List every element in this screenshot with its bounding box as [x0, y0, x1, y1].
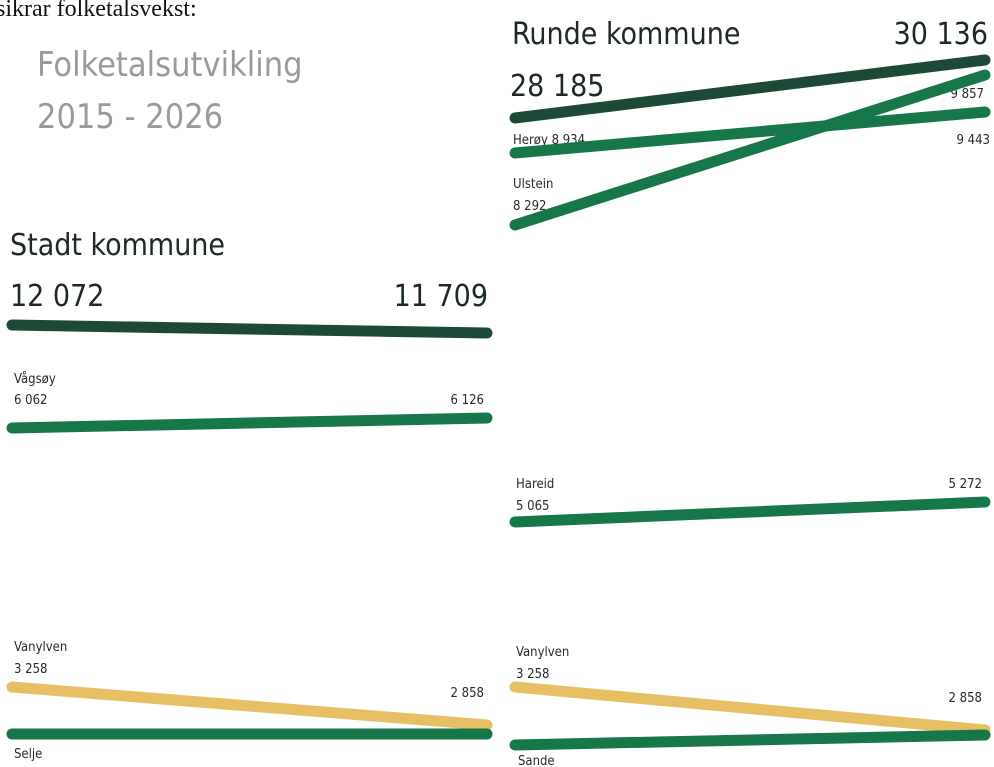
title: Stadt kommune	[10, 228, 225, 263]
value: 9 857	[951, 87, 984, 102]
heading: Folketalsutvikling	[37, 45, 303, 85]
label: Selje	[14, 747, 42, 762]
line	[6, 681, 493, 731]
value: 9 443	[957, 133, 990, 148]
line	[509, 69, 991, 231]
intro: sikrar folketalsvekst:	[0, 0, 197, 22]
label: Vanylven	[516, 645, 569, 660]
line	[509, 729, 991, 751]
value: 5 272	[949, 477, 982, 492]
line	[509, 681, 991, 736]
value: 30 136	[894, 17, 988, 52]
line	[509, 106, 991, 159]
value: 6 062	[14, 393, 47, 408]
label: Vågsøy	[14, 372, 56, 387]
label: Vanylven	[14, 640, 67, 655]
line	[509, 496, 991, 528]
value: 3 258	[14, 662, 47, 677]
label: Hareid	[516, 477, 554, 492]
label: Sande	[518, 754, 555, 767]
heading: 2015 - 2026	[37, 97, 223, 137]
line	[509, 54, 991, 124]
line	[6, 319, 493, 339]
value: 8 292	[513, 199, 546, 214]
value: 12 072	[10, 279, 104, 314]
value: 2 858	[949, 691, 982, 706]
label: Ulstein	[513, 177, 553, 192]
value: 28 185	[510, 69, 604, 104]
value: 11 709	[394, 279, 488, 314]
title: Runde kommune	[512, 17, 740, 52]
value: 5 065	[516, 499, 549, 514]
value: 3 258	[516, 667, 549, 682]
value: 2 858	[451, 686, 484, 701]
value: 6 126	[451, 393, 484, 408]
line	[6, 412, 493, 434]
